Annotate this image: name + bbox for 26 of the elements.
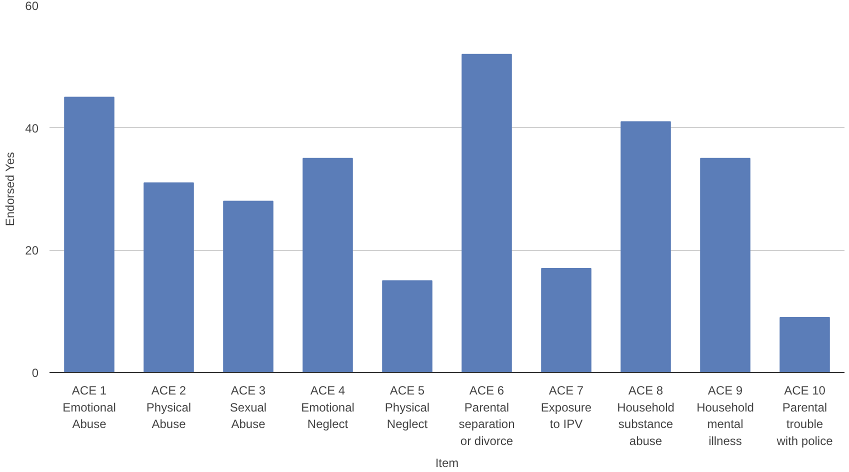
bar: [780, 316, 830, 372]
bar: [700, 158, 750, 372]
x-tick-label: ACE 4 Emotional Neglect: [301, 384, 354, 432]
x-tick-label: ACE 10 Parental trouble with police: [776, 384, 834, 448]
x-tick-label: ACE 8 Household substance abuse: [617, 384, 674, 448]
bar: [302, 158, 353, 372]
bar: [462, 54, 512, 372]
y-tick-label: 20: [25, 244, 39, 258]
x-tick-label: ACE 3 Sexual Abuse: [230, 384, 267, 432]
bar: [382, 280, 432, 372]
x-tick-label: ACE 1 Emotional Abuse: [62, 384, 116, 432]
y-tick-label: 40: [25, 121, 39, 136]
y-axis-title: Endorsed Yes: [3, 152, 18, 226]
x-tick-label: ACE 6 Parental separation or divorce: [458, 384, 515, 448]
bar: [620, 121, 671, 372]
y-tick-label: 0: [32, 366, 39, 380]
x-tick-label: ACE 5 Physical Neglect: [384, 384, 430, 432]
bar: [223, 200, 274, 372]
x-axis-title: Item: [435, 456, 459, 470]
bar: [64, 96, 114, 372]
x-tick-label: ACE 7 Exposure to IPV: [540, 384, 592, 432]
bar: [541, 268, 592, 372]
y-tick-label: 60: [25, 0, 39, 13]
bar: [144, 182, 194, 372]
x-tick-label: ACE 2 Physical Abuse: [146, 384, 192, 432]
x-tick-label: ACE 9 Household mental illness: [696, 384, 754, 448]
